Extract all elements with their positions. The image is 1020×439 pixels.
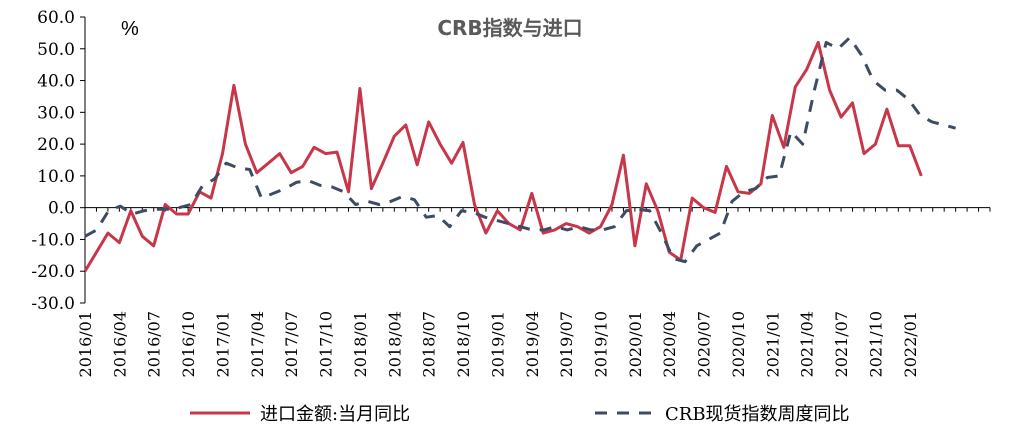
- y-tick-label: 30.0: [37, 103, 75, 123]
- plot-area: [83, 36, 956, 272]
- y-tick-label: 20.0: [37, 135, 75, 155]
- x-tick-label: 2021/07: [832, 311, 851, 377]
- series-line-import: [83, 40, 923, 272]
- legend-swatch-crb: [595, 411, 655, 415]
- x-tick-label: 2016/01: [76, 311, 95, 377]
- y-axis: 60.0 50.0 40.0 30.0 20.0 10.0 0.0 -10.0 -20.0 -30…: [31, 8, 86, 314]
- y-tick-label: 0.0: [48, 199, 75, 219]
- y-tick-label: -30.0: [31, 294, 75, 314]
- x-tick-label: 2021/01: [763, 311, 782, 377]
- x-tick-label: 2017/07: [282, 311, 301, 377]
- x-tick-label: 2016/10: [179, 311, 198, 377]
- x-tick-label: 2016/07: [145, 311, 164, 377]
- x-tick-label: 2017/01: [213, 311, 232, 377]
- y-tick-label: 40.0: [37, 72, 75, 92]
- y-tick-label: 10.0: [37, 167, 75, 187]
- x-tick-label: 2018/04: [385, 311, 404, 377]
- x-tick-label: 2020/01: [626, 311, 645, 377]
- legend-label-import: 进口金额:当月同比: [260, 404, 411, 425]
- x-tick-label: 2017/04: [248, 311, 267, 377]
- x-tick-label: 2018/10: [454, 311, 473, 377]
- series-line-crb: [84, 36, 956, 264]
- y-tick-label: 50.0: [37, 40, 75, 60]
- legend-item-crb: CRB现货指数周度同比: [595, 398, 850, 428]
- x-tick-label: 2020/04: [660, 311, 679, 377]
- y-tick-label: -10.0: [31, 230, 75, 250]
- x-tick-label: 2019/07: [557, 311, 576, 377]
- y-tick-label: 60.0: [37, 8, 75, 28]
- x-tick-label: 2018/07: [420, 311, 439, 377]
- y-tick-label: -20.0: [31, 262, 75, 282]
- chart-title: CRB指数与进口: [437, 16, 583, 40]
- x-tick-label: 2016/04: [110, 311, 129, 377]
- legend-item-import: 进口金额:当月同比: [190, 398, 410, 428]
- x-tick-label: 2019/04: [523, 311, 542, 377]
- x-tick-label: 2020/07: [695, 311, 714, 377]
- x-tick-label: 2020/10: [729, 311, 748, 377]
- x-tick-label: 2021/04: [798, 311, 817, 377]
- x-tick-label: 2021/10: [866, 311, 885, 377]
- x-tick-label: 2017/10: [317, 311, 336, 377]
- x-tick-label: 2022/01: [901, 311, 920, 377]
- x-tick-label: 2018/01: [351, 311, 370, 377]
- legend-swatch-import: [190, 411, 250, 415]
- unit-label: %: [121, 18, 139, 40]
- x-axis: 2016/01 2016/04 2016/07 2016/10 2017/01 2017/…: [76, 207, 991, 377]
- x-tick-label: 2019/01: [488, 311, 507, 377]
- x-tick-label: 2019/10: [592, 311, 611, 377]
- legend-label-crb: CRB现货指数周度同比: [665, 404, 850, 425]
